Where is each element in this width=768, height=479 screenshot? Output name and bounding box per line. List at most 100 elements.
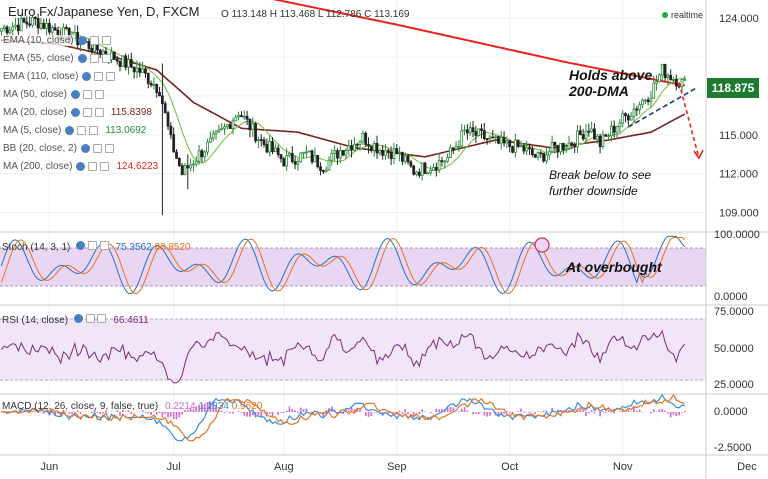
- macd-bar: [294, 410, 296, 412]
- settings-icon[interactable]: [77, 125, 87, 135]
- candle-body: [276, 147, 280, 156]
- eye-icon[interactable]: [65, 125, 75, 135]
- candle-body: [457, 145, 461, 148]
- macd-bar: [198, 404, 200, 412]
- candle-body: [629, 115, 633, 121]
- remove-icon[interactable]: [100, 161, 110, 171]
- remove-icon[interactable]: [99, 241, 109, 250]
- candle-body: [22, 18, 26, 23]
- candle-body: [8, 29, 12, 34]
- remove-icon[interactable]: [97, 314, 107, 323]
- overlay-row[interactable]: EMA (10, close): [2, 32, 111, 48]
- candle-body: [367, 144, 370, 147]
- settings-icon[interactable]: [94, 71, 104, 81]
- eye-icon[interactable]: [80, 143, 90, 153]
- overlay-row[interactable]: EMA (55, close): [2, 50, 111, 66]
- candle-body: [5, 26, 9, 34]
- candle-body: [669, 74, 673, 81]
- eye-icon[interactable]: [77, 53, 87, 63]
- candle-body: [290, 153, 294, 163]
- candle-body: [338, 150, 342, 159]
- remove-icon[interactable]: [89, 125, 99, 135]
- candle-body: [206, 141, 209, 153]
- eye-icon[interactable]: [70, 89, 80, 99]
- overlay-row[interactable]: EMA (110, close): [2, 68, 116, 84]
- settings-icon[interactable]: [82, 89, 92, 99]
- macd-bar: [590, 409, 593, 412]
- candle-body: [194, 160, 198, 165]
- settings-icon[interactable]: [85, 314, 95, 323]
- settings-icon[interactable]: [88, 161, 98, 171]
- macd-bar: [345, 408, 347, 412]
- candle-body: [302, 151, 305, 154]
- overlay-row[interactable]: MA (200, close) 124.6223: [2, 158, 158, 174]
- candle-body: [166, 112, 170, 127]
- candle-body: [381, 150, 385, 156]
- rsi-legend: RSI (14, close) 66.4611: [2, 314, 149, 326]
- candle-body: [242, 115, 246, 118]
- macd-bar: [257, 412, 260, 416]
- macd-bar: [76, 410, 79, 412]
- macd-bar: [407, 412, 409, 415]
- macd-bar: [503, 412, 505, 414]
- candle-body: [115, 59, 119, 62]
- realtime-indicator[interactable]: realtime: [662, 10, 703, 20]
- price-tick-label: 112.000: [719, 169, 758, 181]
- candle-body: [516, 139, 520, 147]
- candle-body: [412, 165, 416, 175]
- stoch-k-path: [0, 235, 686, 295]
- remove-icon[interactable]: [104, 143, 114, 153]
- remove-icon[interactable]: [94, 89, 104, 99]
- time-axis: JunJulAugSepOctNovDec2017: [41, 461, 758, 473]
- candle-body: [401, 152, 404, 162]
- eye-icon[interactable]: [76, 241, 86, 250]
- ma200-path: [272, 0, 685, 87]
- signal-path: [1, 393, 686, 442]
- settings-icon[interactable]: [89, 53, 99, 63]
- settings-icon[interactable]: [89, 35, 99, 45]
- settings-icon[interactable]: [87, 241, 97, 250]
- candle-body: [508, 140, 512, 148]
- eye-icon[interactable]: [77, 35, 87, 45]
- settings-icon[interactable]: [92, 143, 102, 153]
- overlay-label: MA (5, close): [2, 124, 63, 136]
- eye-icon[interactable]: [70, 107, 80, 117]
- macd-bar: [339, 412, 342, 414]
- eye-icon[interactable]: [76, 161, 86, 171]
- rsi-label: RSI (14, close): [2, 315, 69, 326]
- remove-icon[interactable]: [106, 71, 116, 81]
- eye-icon[interactable]: [73, 314, 83, 323]
- candle-body: [539, 152, 543, 155]
- candle-body: [361, 132, 365, 143]
- overlay-row[interactable]: MA (20, close) 115.8398: [2, 104, 152, 120]
- stoch-d-value: 83.8520: [154, 242, 191, 253]
- overlay-row[interactable]: BB (20, close, 2): [2, 140, 114, 156]
- candle-body: [296, 161, 300, 165]
- candle-body: [576, 130, 579, 148]
- overlay-row[interactable]: MA (5, close) 113.0692: [2, 122, 146, 138]
- macd-bar: [635, 410, 638, 412]
- macd-bar: [438, 409, 440, 412]
- macd-bar: [93, 409, 96, 412]
- macd-bar: [356, 408, 359, 412]
- remove-icon[interactable]: [101, 53, 111, 63]
- macd-bar: [607, 410, 610, 412]
- macd-bar: [678, 412, 681, 416]
- trendline-path[interactable]: [627, 87, 697, 128]
- overlay-row[interactable]: MA (50, close): [2, 86, 104, 102]
- eye-icon[interactable]: [82, 71, 92, 81]
- candle-body: [660, 63, 664, 76]
- candle-body: [680, 78, 684, 87]
- macd-bar: [531, 411, 534, 412]
- candle-body: [372, 142, 376, 151]
- candle-body: [477, 128, 481, 136]
- candle-body: [33, 16, 37, 19]
- candle-body: [121, 55, 125, 67]
- remove-icon[interactable]: [94, 107, 104, 117]
- remove-icon[interactable]: [101, 35, 111, 45]
- candle-body: [364, 132, 368, 145]
- settings-icon[interactable]: [82, 107, 92, 117]
- macd-bar: [381, 412, 384, 416]
- candle-body: [519, 145, 523, 147]
- rsi-path: [1, 329, 686, 384]
